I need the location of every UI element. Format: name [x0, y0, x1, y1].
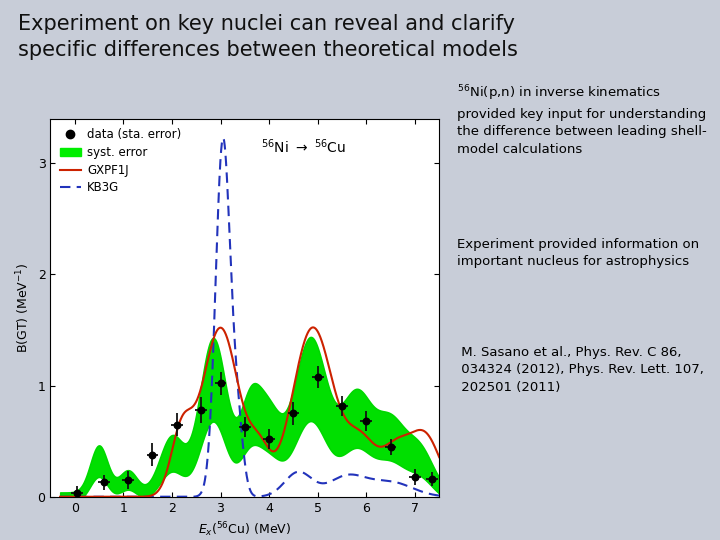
- Point: [426, 475, 438, 483]
- Point: [215, 379, 226, 388]
- Text: specific differences between theoretical models: specific differences between theoretical…: [18, 40, 518, 60]
- Point: [336, 401, 348, 410]
- Text: $^{56}$Ni(p,n) in inverse kinematics
provided key input for understanding
the di: $^{56}$Ni(p,n) in inverse kinematics pro…: [457, 84, 707, 156]
- Point: [264, 435, 275, 443]
- X-axis label: $E_x(^{56}$Cu) (MeV): $E_x(^{56}$Cu) (MeV): [198, 520, 292, 539]
- Point: [195, 406, 207, 414]
- Point: [98, 478, 109, 487]
- Y-axis label: B(GT) (MeV$^{-1}$): B(GT) (MeV$^{-1}$): [14, 262, 32, 353]
- Point: [385, 442, 397, 451]
- Point: [71, 489, 83, 498]
- Text: M. Sasano et al., Phys. Rev. C 86,
 034324 (2012), Phys. Rev. Lett. 107,
 202501: M. Sasano et al., Phys. Rev. C 86, 03432…: [457, 346, 704, 394]
- Point: [409, 472, 420, 481]
- Legend: data (sta. error), syst. error, GXPF1J, KB3G: data (sta. error), syst. error, GXPF1J, …: [56, 125, 185, 198]
- Text: $^{56}$Ni $\rightarrow$ $^{56}$Cu: $^{56}$Ni $\rightarrow$ $^{56}$Cu: [261, 138, 346, 156]
- Point: [171, 420, 183, 429]
- Point: [147, 450, 158, 459]
- Text: Experiment on key nuclei can reveal and clarify: Experiment on key nuclei can reveal and …: [18, 14, 515, 33]
- Point: [361, 417, 372, 426]
- Point: [239, 422, 251, 431]
- Point: [312, 373, 323, 381]
- Point: [288, 409, 300, 418]
- Text: Experiment provided information on
important nucleus for astrophysics: Experiment provided information on impor…: [457, 238, 699, 268]
- Point: [122, 476, 134, 484]
